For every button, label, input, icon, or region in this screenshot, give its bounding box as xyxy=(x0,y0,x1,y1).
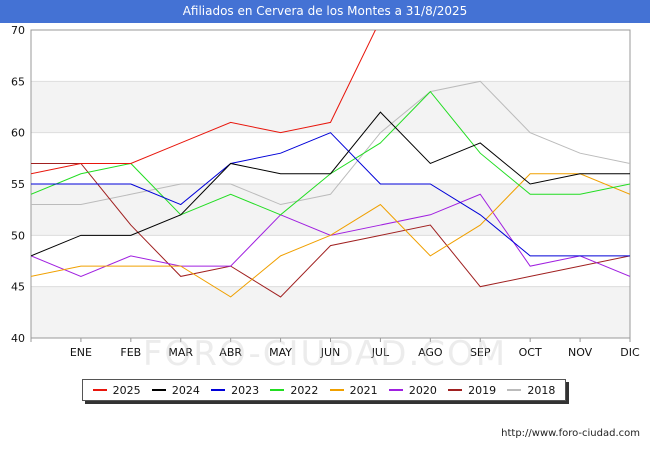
legend-swatch xyxy=(329,389,344,391)
legend-item-2019: 2019 xyxy=(448,384,496,397)
y-tick-label: 45 xyxy=(11,281,25,294)
y-tick-label: 60 xyxy=(11,127,25,140)
y-tick-label: 40 xyxy=(11,332,25,345)
legend-swatch xyxy=(270,389,285,391)
legend-item-2018: 2018 xyxy=(507,384,555,397)
x-tick-label: ABR xyxy=(219,346,242,359)
x-tick-label: OCT xyxy=(519,346,542,359)
legend-swatch xyxy=(388,389,403,391)
legend-label: 2022 xyxy=(290,383,319,397)
x-tick-label: MAR xyxy=(168,346,193,359)
watermark: FORO-CIUDAD.COM xyxy=(142,334,508,374)
legend-item-2020: 2020 xyxy=(388,383,437,397)
series-line-2024 xyxy=(31,111,630,257)
y-tick-label: 55 xyxy=(11,178,25,191)
x-tick-label: ENE xyxy=(70,346,92,359)
x-tick-label: MAY xyxy=(269,346,292,359)
legend-label: 2021 xyxy=(349,383,378,397)
y-tick-label: 50 xyxy=(11,229,25,242)
legend-swatch xyxy=(507,389,522,391)
grid-band xyxy=(31,286,630,338)
series-line-2019 xyxy=(31,162,630,298)
grid-band xyxy=(31,81,630,133)
legend-label: 2020 xyxy=(408,383,437,397)
legend-swatch xyxy=(211,389,226,391)
legend-label: 2018 xyxy=(527,383,556,397)
legend-item-2022: 2022 xyxy=(270,384,318,397)
legend-swatch xyxy=(92,389,107,391)
legend-item-2025: 2025 xyxy=(92,383,141,397)
legend-swatch xyxy=(448,389,463,391)
series-line-2021 xyxy=(31,173,630,298)
x-tick-label: JUL xyxy=(371,346,390,359)
grid-band xyxy=(31,184,630,236)
legend-swatch xyxy=(151,389,166,391)
series-line-2025 xyxy=(31,30,376,175)
x-tick-label: SEP xyxy=(470,346,491,359)
series-line-2018 xyxy=(31,80,630,206)
y-tick-label: 70 xyxy=(11,24,25,37)
x-tick-label: FEB xyxy=(120,346,141,359)
legend-label: 2025 xyxy=(112,383,141,397)
legend-item-2021: 2021 xyxy=(329,383,378,397)
x-tick-label: NOV xyxy=(568,346,593,359)
x-tick-label: DIC xyxy=(620,346,640,359)
legend: 2025 2024 2023 2022 2021 2020 2019 2018 xyxy=(82,379,566,401)
legend-item-2024: 2024 xyxy=(151,383,200,397)
series-group xyxy=(31,30,630,298)
legend-label: 2019 xyxy=(468,383,497,397)
series-line-2023 xyxy=(31,132,630,257)
legend-label: 2024 xyxy=(171,383,200,397)
chart-title: Afiliados en Cervera de los Montes a 31/… xyxy=(0,0,650,23)
legend-item-2023: 2023 xyxy=(211,384,259,397)
y-tick-label: 65 xyxy=(11,75,25,88)
source-url[interactable]: http://www.foro-ciudad.com xyxy=(501,428,640,439)
x-tick-label: JUN xyxy=(320,346,341,359)
x-tick-label: AGO xyxy=(418,346,443,359)
legend-label: 2023 xyxy=(231,383,260,397)
